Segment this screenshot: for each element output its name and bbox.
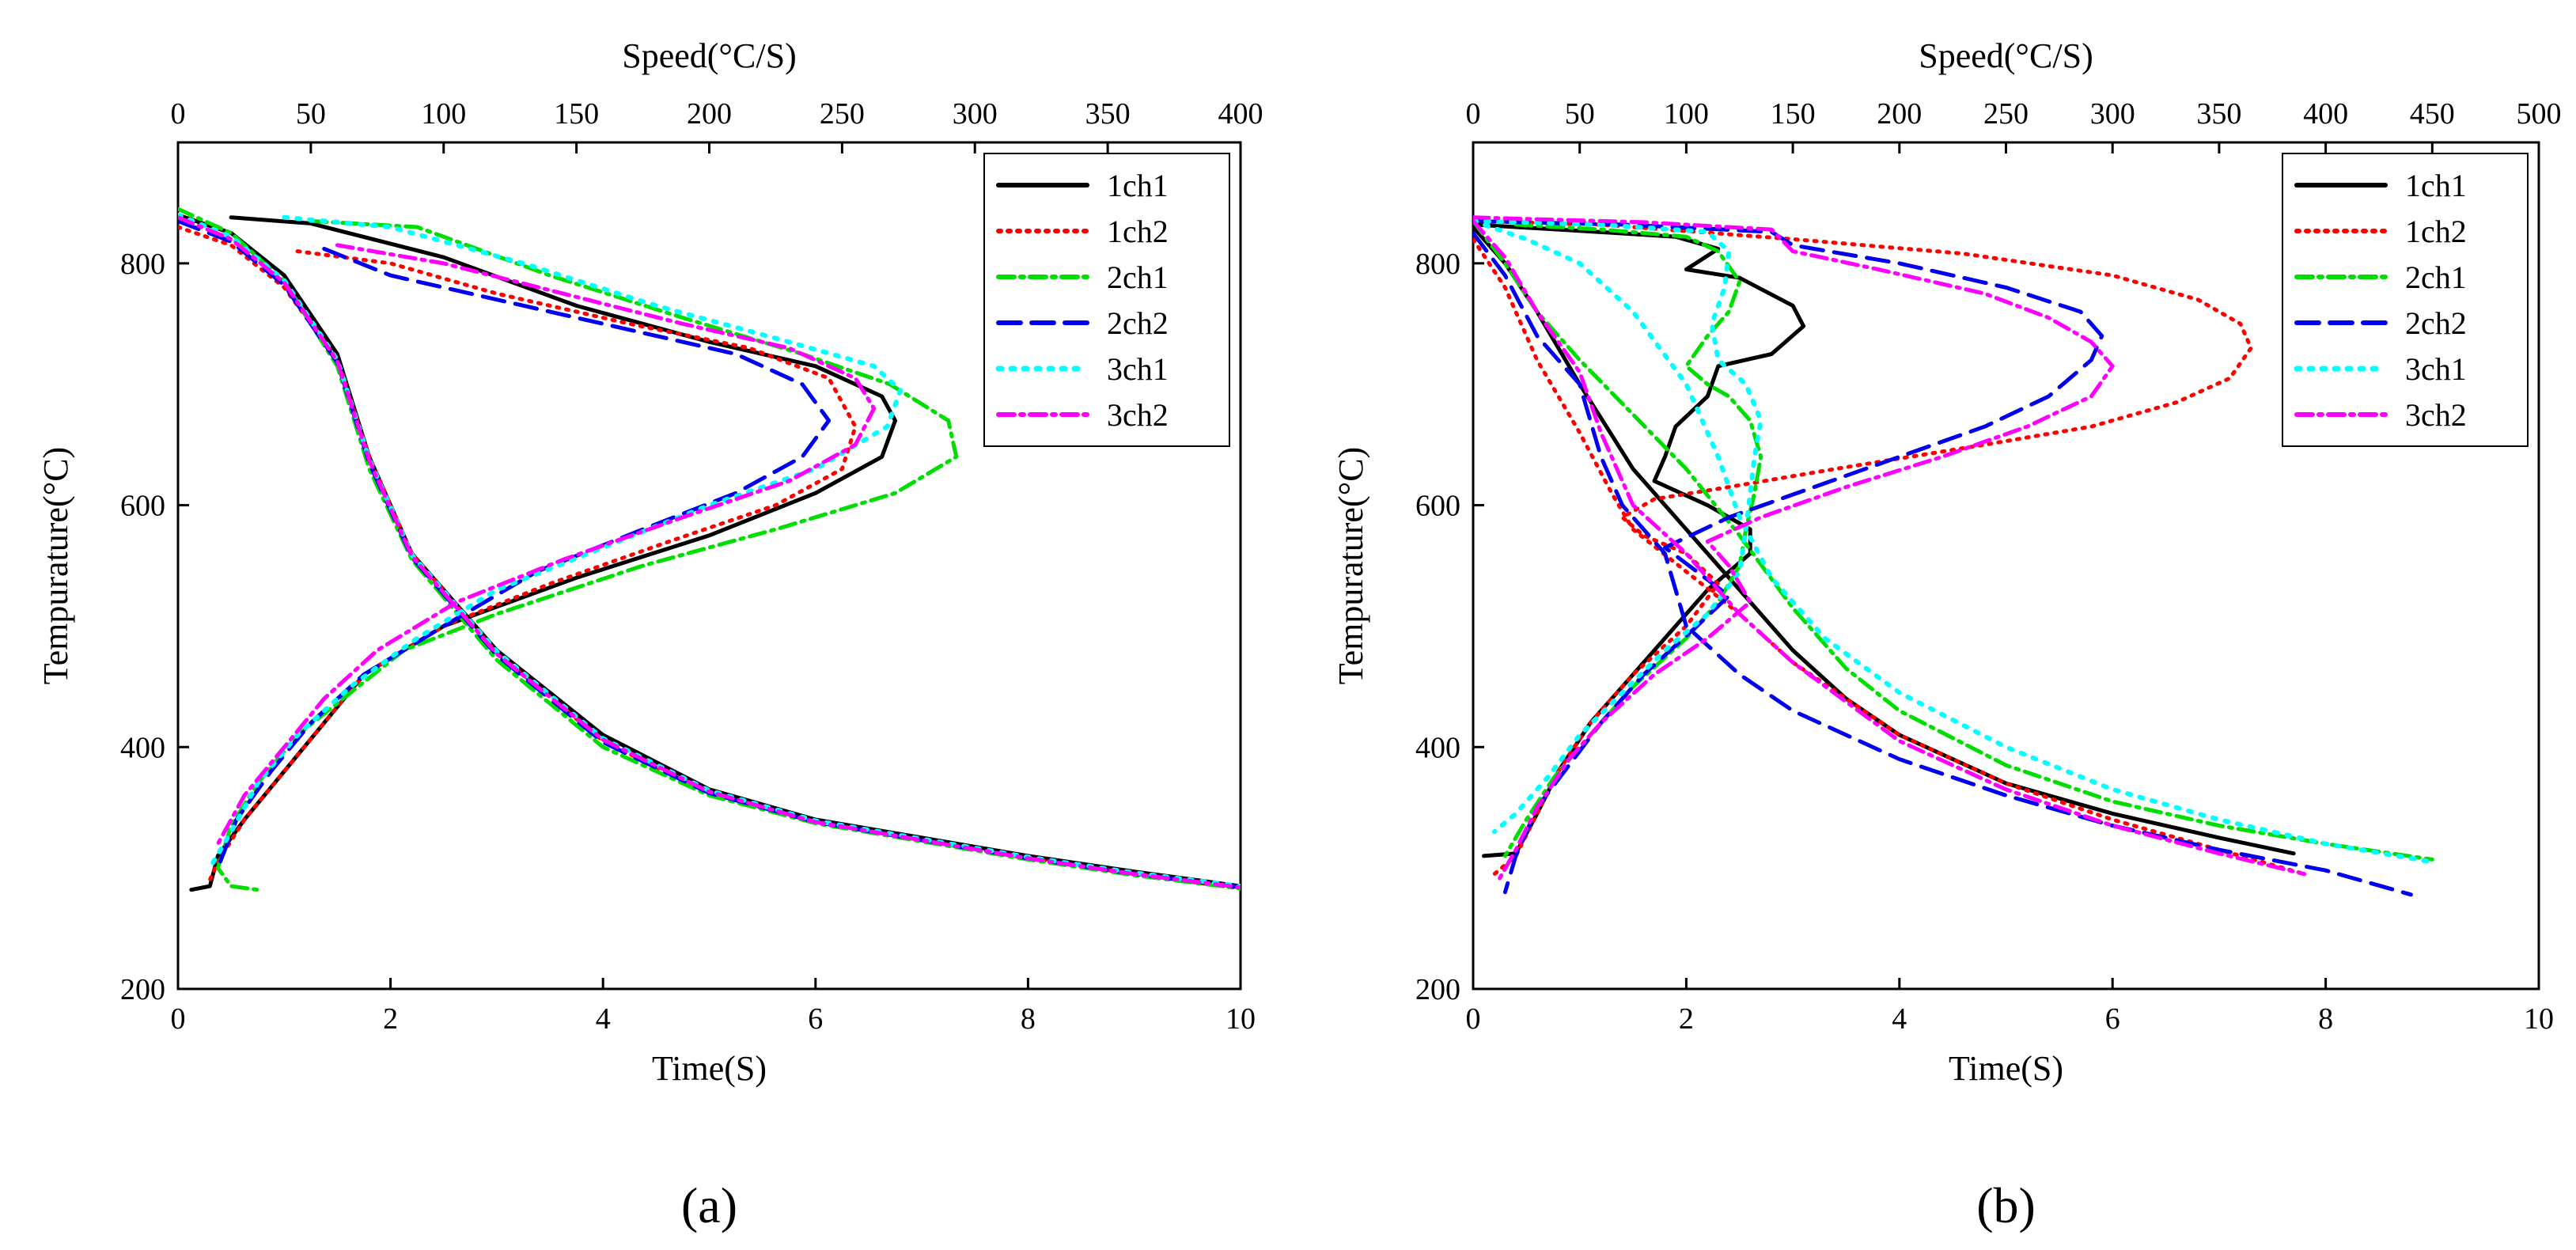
y-tick-label: 600 — [1415, 490, 1460, 523]
series-line-1ch2-time — [1473, 237, 2307, 877]
legend-label-3ch1: 3ch1 — [2405, 351, 2467, 387]
y-tick-label: 400 — [1415, 731, 1460, 764]
legend-label-3ch2: 3ch2 — [2405, 397, 2467, 433]
series-line-1ch1-time — [178, 213, 1241, 888]
legend-label-2ch2: 2ch2 — [2405, 305, 2467, 341]
series-group — [1473, 215, 2435, 897]
series-line-1ch1-time — [1473, 225, 2296, 856]
legend-label-2ch1: 2ch1 — [2405, 259, 2467, 295]
legend-label-3ch2: 3ch2 — [1107, 397, 1169, 433]
x2-tick-label: 150 — [1771, 97, 1816, 131]
x-tick-label: 4 — [596, 1002, 611, 1036]
panel-a: 0 2 4 6 8 100 50 100 150 200 250 300 350 400200400600… — [36, 36, 1263, 1233]
x-tick-label: 6 — [808, 1002, 823, 1036]
y-tick-label: 200 — [1415, 973, 1460, 1006]
panel-b: 0 2 4 6 8 100 50 100 150 200 250 300 350 400 450 500200… — [1332, 36, 2562, 1233]
x2-tick-label: 100 — [1664, 97, 1709, 131]
legend-label-1ch2: 1ch2 — [2405, 214, 2467, 249]
legend-box — [983, 153, 1230, 447]
x-tick-label: 0 — [171, 1002, 186, 1036]
series-line-2ch1-time — [1473, 218, 2434, 862]
legend: 1ch1 1ch2 2ch1 2ch2 3ch1 3ch2 — [983, 153, 1230, 447]
panel-label: (a) — [681, 1177, 737, 1233]
x2-tick-label: 200 — [1877, 97, 1922, 131]
x2-tick-label: 50 — [1565, 97, 1595, 131]
x-axis-title: Time(S) — [652, 1049, 767, 1088]
legend-label-2ch2: 2ch2 — [1107, 305, 1169, 341]
y-tick-label: 800 — [120, 248, 165, 281]
legend: 1ch1 1ch2 2ch1 2ch2 3ch1 3ch2 — [2282, 153, 2529, 447]
series-line-3ch1-speed — [1473, 218, 1763, 835]
x2-tick-label: 0 — [1466, 97, 1481, 131]
x2-axis-title: Speed(°C/S) — [622, 36, 796, 75]
series-line-3ch2-time — [1473, 218, 2307, 877]
series-line-1ch2-speed — [1473, 218, 2253, 877]
legend-label-1ch1: 1ch1 — [2405, 168, 2467, 203]
series-line-3ch2-time — [178, 215, 1241, 890]
x2-tick-label: 0 — [171, 97, 186, 131]
series-line-3ch2-speed — [1473, 215, 2115, 882]
legend-box — [2282, 153, 2529, 447]
x-tick-label: 0 — [1466, 1002, 1481, 1036]
x-tick-label: 8 — [2318, 1002, 2333, 1036]
x2-tick-label: 400 — [1218, 97, 1263, 131]
series-line-2ch2-time — [1473, 231, 2413, 897]
series-line-2ch2-speed — [215, 247, 832, 870]
x-tick-label: 10 — [1225, 1002, 1256, 1036]
x2-tick-label: 300 — [953, 97, 998, 131]
x2-tick-label: 200 — [687, 97, 732, 131]
legend-label-2ch1: 2ch1 — [1107, 259, 1169, 295]
x-tick-label: 10 — [2524, 1002, 2554, 1036]
series-line-2ch1-speed — [215, 218, 959, 892]
x-tick-label: 2 — [383, 1002, 398, 1036]
x2-tick-label: 100 — [421, 97, 466, 131]
x2-axis-title: Speed(°C/S) — [1919, 36, 2093, 75]
x2-tick-label: 50 — [296, 97, 326, 131]
x2-tick-label: 450 — [2410, 97, 2455, 131]
x2-tick-label: 400 — [2303, 97, 2348, 131]
y-axis-title: Tempurature(°C) — [1332, 447, 1370, 684]
series-line-1ch2-speed — [207, 249, 858, 882]
series-line-3ch1-speed — [207, 214, 903, 871]
panel-label: (b) — [1976, 1177, 2036, 1233]
series-line-1ch1-speed — [189, 215, 897, 892]
x2-tick-label: 250 — [820, 97, 865, 131]
x2-tick-label: 300 — [2090, 97, 2135, 131]
x2-tick-label: 350 — [1085, 97, 1131, 131]
legend-label-3ch1: 3ch1 — [1107, 351, 1169, 387]
series-group — [178, 206, 1241, 892]
y-tick-label: 800 — [1415, 248, 1460, 281]
legend-label-1ch2: 1ch2 — [1107, 214, 1169, 249]
x2-tick-label: 500 — [2517, 97, 2562, 131]
x-axis-title: Time(S) — [1949, 1049, 2063, 1088]
x-tick-label: 4 — [1892, 1002, 1907, 1036]
x-tick-label: 2 — [1679, 1002, 1694, 1036]
y-tick-label: 600 — [120, 490, 165, 523]
x2-tick-label: 250 — [1983, 97, 2029, 131]
series-line-3ch2-speed — [215, 243, 877, 847]
legend-label-1ch1: 1ch1 — [1107, 168, 1169, 203]
y-tick-label: 200 — [120, 973, 165, 1006]
y-tick-label: 400 — [120, 731, 165, 764]
x2-tick-label: 150 — [554, 97, 599, 131]
x2-tick-label: 350 — [2196, 97, 2241, 131]
x-tick-label: 6 — [2105, 1002, 2120, 1036]
x-tick-label: 8 — [1021, 1002, 1036, 1036]
series-line-3ch1-time — [1473, 218, 2435, 865]
y-axis-title: Tempurature(°C) — [36, 447, 75, 684]
